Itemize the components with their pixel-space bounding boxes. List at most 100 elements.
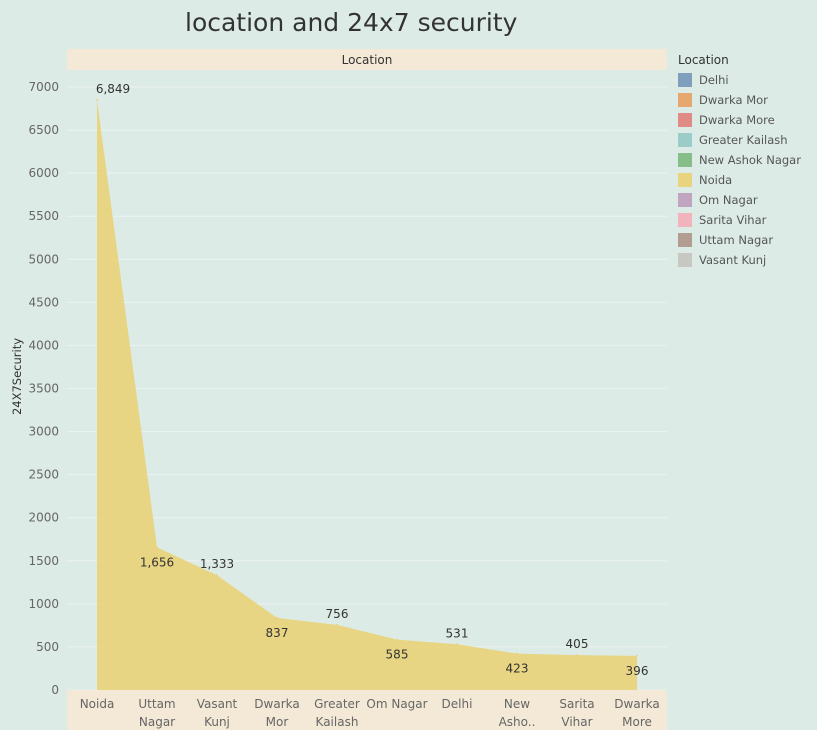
x-tick-label: Greater Kailash <box>314 697 360 729</box>
data-label: 1,656 <box>140 555 174 569</box>
x-tick-label-line: Nagar <box>139 715 175 729</box>
x-tick-label-line: Kailash <box>316 715 359 729</box>
x-tick-label: Uttam Nagar <box>138 697 175 729</box>
legend-item[interactable]: Dwarka Mor <box>678 90 814 110</box>
legend-item[interactable]: New Ashok Nagar <box>678 150 814 170</box>
legend-swatch <box>678 93 692 107</box>
legend-label: Dwarka Mor <box>699 93 768 107</box>
x-tick-label: Vasant Kunj <box>197 697 238 729</box>
x-tick-label-line: Asho.. <box>499 715 536 729</box>
x-tick-label-line: Vasant <box>197 697 238 711</box>
x-tick-label-line: Greater <box>314 697 360 711</box>
x-tick-label-line: Om Nagar <box>366 697 427 711</box>
x-tick-label-line: Dwarka <box>254 697 299 711</box>
y-tick-label: 5000 <box>28 252 59 266</box>
legend-item[interactable]: Vasant Kunj <box>678 250 814 270</box>
legend-swatch <box>678 173 692 187</box>
data-label: 405 <box>566 637 589 651</box>
y-tick-label: 0 <box>51 683 59 697</box>
data-point <box>216 574 218 577</box>
legend-swatch <box>678 153 692 167</box>
x-tick-label-line: Dwarka <box>614 697 659 711</box>
x-tick-label: New Asho.. <box>499 697 536 729</box>
legend-label: Noida <box>699 173 733 187</box>
x-tick-label-line: Uttam <box>138 697 175 711</box>
y-tick-label: 500 <box>36 640 59 654</box>
y-tick-label: 1000 <box>28 597 59 611</box>
x-tick-label-line: Noida <box>80 697 115 711</box>
data-point <box>96 99 98 102</box>
y-tick-label: 2000 <box>28 511 59 525</box>
x-tick-label-line: Delhi <box>442 697 473 711</box>
data-point <box>276 616 278 619</box>
category-band <box>67 690 667 730</box>
x-tick-label: Dwarka More <box>614 697 659 729</box>
legend-item[interactable]: Delhi <box>678 70 814 90</box>
y-axis-label: 24X7Security <box>10 338 24 415</box>
y-tick-label: 3500 <box>28 382 59 396</box>
x-tick-label: Delhi <box>442 697 473 711</box>
x-tick-label: Sarita Vihar <box>559 697 594 729</box>
legend-swatch <box>678 213 692 227</box>
y-tick-label: 7000 <box>28 80 59 94</box>
legend-swatch <box>678 233 692 247</box>
y-tick-label: 5500 <box>28 209 59 223</box>
area-series-noida <box>97 100 637 690</box>
data-point <box>156 546 158 549</box>
y-tick-label: 2500 <box>28 468 59 482</box>
data-point <box>576 654 578 657</box>
data-point <box>396 638 398 641</box>
legend-label: New Ashok Nagar <box>699 153 801 167</box>
legend-label: Delhi <box>699 73 729 87</box>
x-tick-label-line: More <box>622 715 652 729</box>
legend-label: Uttam Nagar <box>699 233 774 247</box>
legend-item[interactable]: Noida <box>678 170 814 190</box>
x-tick-label-line: Kunj <box>204 715 230 729</box>
legend-item[interactable]: Uttam Nagar <box>678 230 814 250</box>
legend-item[interactable]: Sarita Vihar <box>678 210 814 230</box>
legend-label: Greater Kailash <box>699 133 788 147</box>
x-tick-label: Dwarka Mor <box>254 697 299 729</box>
data-label: 423 <box>506 662 529 676</box>
column-header-band <box>67 49 667 70</box>
data-label: 756 <box>326 607 349 621</box>
legend-item[interactable]: Greater Kailash <box>678 130 814 150</box>
data-label: 6,849 <box>96 82 130 96</box>
data-label: 1,333 <box>200 557 234 571</box>
y-tick-label: 6500 <box>28 123 59 137</box>
legend-item[interactable]: Dwarka More <box>678 110 814 130</box>
legend: Location Delhi Dwarka Mor Dwarka More Great… <box>678 52 814 270</box>
x-tick-label: Noida <box>80 697 115 711</box>
legend-swatch <box>678 253 692 267</box>
legend-label: Vasant Kunj <box>699 253 767 267</box>
x-tick-label-line: Sarita <box>559 697 594 711</box>
y-tick-label: 3000 <box>28 425 59 439</box>
data-label: 531 <box>446 626 469 640</box>
data-point <box>516 652 518 655</box>
legend-label: Dwarka More <box>699 113 775 127</box>
y-tick-label: 1500 <box>28 554 59 568</box>
legend-label: Om Nagar <box>699 193 758 207</box>
x-tick-label-line: New <box>504 697 530 711</box>
legend-title: Location <box>678 53 729 67</box>
y-tick-label: 4500 <box>28 295 59 309</box>
data-point <box>336 623 338 626</box>
y-tick-label: 4000 <box>28 338 59 352</box>
data-point <box>636 654 638 657</box>
legend-item[interactable]: Om Nagar <box>678 190 814 210</box>
legend-swatch <box>678 73 692 87</box>
legend-swatch <box>678 113 692 127</box>
data-label: 585 <box>386 648 409 662</box>
x-tick-label-line: Vihar <box>561 715 592 729</box>
chart-title: location and 24x7 security <box>185 8 518 37</box>
legend-swatch <box>678 193 692 207</box>
column-header-label: Location <box>342 53 393 67</box>
legend-label: Sarita Vihar <box>699 213 767 227</box>
data-label: 837 <box>266 626 289 640</box>
data-point <box>456 643 458 646</box>
x-tick-label-line: Mor <box>266 715 289 729</box>
x-tick-label: Om Nagar <box>366 697 427 711</box>
data-label: 396 <box>626 664 649 678</box>
y-tick-label: 6000 <box>28 166 59 180</box>
